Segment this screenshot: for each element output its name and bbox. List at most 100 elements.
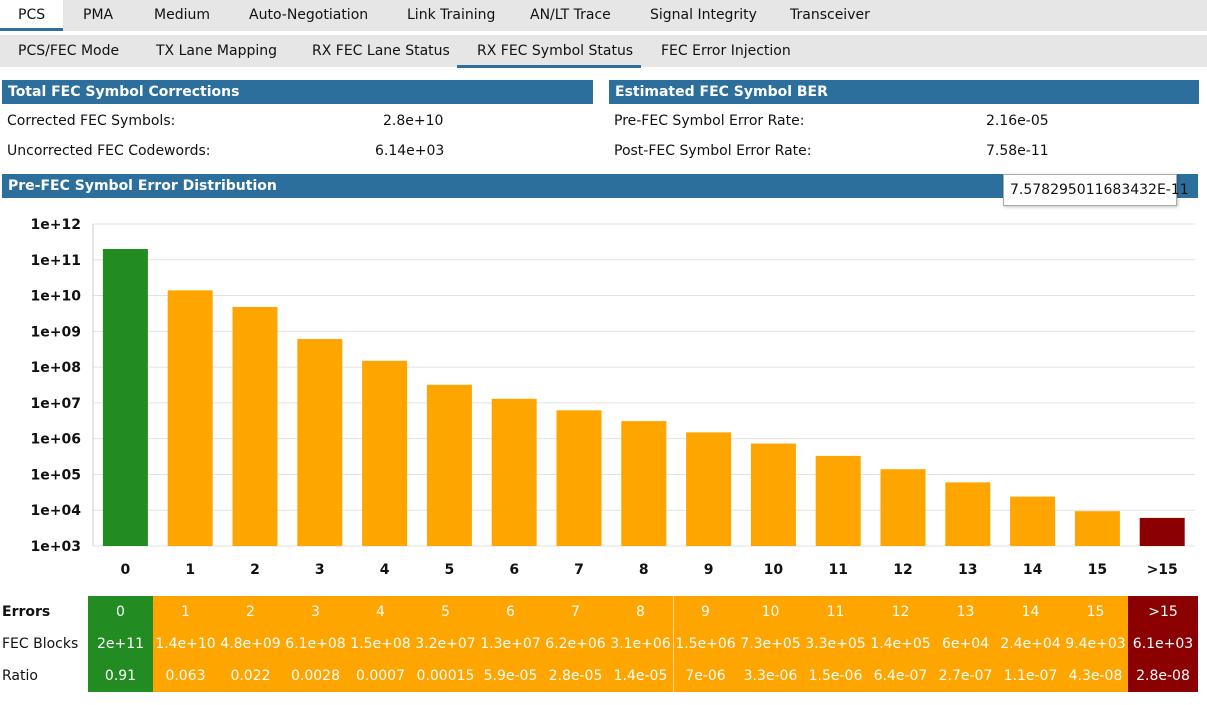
ratio-cell: 2.8e-05 <box>543 660 608 692</box>
errors-cell: 6 <box>478 596 543 628</box>
bar-11 <box>815 455 861 546</box>
tab-medium[interactable]: Medium <box>154 7 210 23</box>
ratio-cell: 0.063 <box>153 660 218 692</box>
bar-8 <box>621 421 667 546</box>
ratio-cell: 1.5e-06 <box>803 660 868 692</box>
tab-pcs[interactable]: PCS <box>0 0 63 31</box>
x-tick-label: 11 <box>828 562 847 578</box>
bar-16 <box>1139 517 1185 546</box>
y-tick-label: 1e+11 <box>31 253 81 269</box>
fec-blocks-cell: 6e+04 <box>933 628 998 660</box>
fec-blocks-cell: 2e+11 <box>88 628 153 660</box>
uncorrected-codewords-label: Uncorrected FEC Codewords: <box>7 143 211 159</box>
table-separator <box>673 596 674 692</box>
x-tick-label: 15 <box>1088 562 1107 578</box>
y-tick-label: 1e+09 <box>31 324 81 340</box>
ratio-cell: 0.91 <box>88 660 153 692</box>
bar-13 <box>945 482 991 546</box>
errors-cell: 1 <box>153 596 218 628</box>
ratio-cell: 1.1e-07 <box>998 660 1063 692</box>
uncorrected-codewords-value: 6.14e+03 <box>375 143 445 159</box>
corrections-header: Total FEC Symbol Corrections <box>2 80 593 104</box>
errors-cell: 10 <box>738 596 803 628</box>
x-tick-label: 10 <box>764 562 784 578</box>
pre-fec-ber-value: 2.16e-05 <box>986 113 1049 129</box>
errors-cell: 14 <box>998 596 1063 628</box>
bar-7 <box>556 410 602 546</box>
y-tick-label: 1e+04 <box>31 503 82 519</box>
bar-14 <box>1010 496 1056 546</box>
fec-blocks-cell: 1.5e+06 <box>673 628 738 660</box>
ratio-cell: 2.8e-08 <box>1128 660 1198 692</box>
tab-fec-error-injection[interactable]: FEC Error Injection <box>661 43 791 59</box>
errors-cell: 13 <box>933 596 998 628</box>
tab-auto-negotiation[interactable]: Auto-Negotiation <box>249 7 369 23</box>
bar-1 <box>167 290 213 546</box>
fec-blocks-cell: 7.3e+05 <box>738 628 803 660</box>
x-tick-label: 14 <box>1023 562 1043 578</box>
y-tick-label: 1e+10 <box>31 289 82 305</box>
x-tick-label: 4 <box>380 562 390 578</box>
tab-pcs-fec-mode[interactable]: PCS/FEC Mode <box>18 43 120 59</box>
x-tick-label: 12 <box>893 562 912 578</box>
tab-signal-integrity[interactable]: Signal Integrity <box>650 7 757 23</box>
fec-blocks-cell: 9.4e+03 <box>1063 628 1128 660</box>
top-tab-bar: PCS PMA Medium Auto-Negotiation Link Tra… <box>0 0 1207 31</box>
ratio-cell: 4.3e-08 <box>1063 660 1128 692</box>
tab-divider <box>0 31 1207 35</box>
row-label-fec-blocks: FEC Blocks <box>2 636 79 652</box>
bar-12 <box>880 469 926 546</box>
pre-fec-ber-label: Pre-FEC Symbol Error Rate: <box>614 113 805 129</box>
errors-cell: 12 <box>868 596 933 628</box>
x-tick-label: 2 <box>250 562 260 578</box>
tab-rx-fec-lane-status[interactable]: RX FEC Lane Status <box>312 43 450 59</box>
fec-blocks-cell: 3.1e+06 <box>608 628 673 660</box>
errors-cell: 0 <box>88 596 153 628</box>
bar-6 <box>491 398 537 546</box>
bar-10 <box>750 443 796 546</box>
ratio-cell: 5.9e-05 <box>478 660 543 692</box>
bar-9 <box>686 432 732 546</box>
tab-rx-fec-symbol-status[interactable]: RX FEC Symbol Status <box>457 35 641 68</box>
errors-cell: 11 <box>803 596 868 628</box>
tab-pma[interactable]: PMA <box>83 7 114 23</box>
distribution-header: Pre-FEC Symbol Error Distribution <box>2 174 1198 198</box>
row-label-ratio: Ratio <box>2 668 38 684</box>
x-tick-label: >15 <box>1147 562 1178 578</box>
y-tick-label: 1e+12 <box>31 217 81 233</box>
errors-cell: 9 <box>673 596 738 628</box>
fec-blocks-cell: 1.5e+08 <box>348 628 413 660</box>
x-tick-label: 5 <box>445 562 455 578</box>
errors-cell: 15 <box>1063 596 1128 628</box>
errors-cell: 4 <box>348 596 413 628</box>
tab-an-lt-trace[interactable]: AN/LT Trace <box>530 7 611 23</box>
tab-tx-lane-mapping[interactable]: TX Lane Mapping <box>156 43 277 59</box>
errors-cell: 5 <box>413 596 478 628</box>
y-tick-label: 1e+08 <box>31 360 81 376</box>
bar-0 <box>102 249 148 546</box>
ber-header: Estimated FEC Symbol BER <box>609 80 1199 104</box>
fec-blocks-cell: 3.2e+07 <box>413 628 478 660</box>
fec-blocks-cell: 1.4e+05 <box>868 628 933 660</box>
tab-transceiver[interactable]: Transceiver <box>790 7 870 23</box>
fec-blocks-cell: 1.4e+10 <box>153 628 218 660</box>
x-tick-label: 6 <box>509 562 519 578</box>
x-tick-label: 0 <box>121 562 131 578</box>
corrected-symbols-value: 2.8e+10 <box>383 113 444 129</box>
tab-link-training[interactable]: Link Training <box>407 7 496 23</box>
fec-blocks-cell: 4.8e+09 <box>218 628 283 660</box>
y-tick-label: 1e+06 <box>31 432 81 448</box>
ratio-cell: 7e-06 <box>673 660 738 692</box>
fec-blocks-cell: 6.1e+03 <box>1128 628 1198 660</box>
value-tooltip: 7.578295011683432E-11 <box>1003 174 1189 206</box>
post-fec-ber-label: Post-FEC Symbol Error Rate: <box>614 143 812 159</box>
errors-cell: 3 <box>283 596 348 628</box>
bar-5 <box>426 384 472 546</box>
fec-blocks-cell: 2.4e+04 <box>998 628 1063 660</box>
x-tick-label: 1 <box>185 562 195 578</box>
errors-cell: 7 <box>543 596 608 628</box>
ratio-cell: 0.00015 <box>413 660 478 692</box>
ratio-cell: 6.4e-07 <box>868 660 933 692</box>
ratio-cell: 0.022 <box>218 660 283 692</box>
sub-tab-bar: PCS/FEC Mode TX Lane Mapping RX FEC Lane… <box>0 35 1207 68</box>
